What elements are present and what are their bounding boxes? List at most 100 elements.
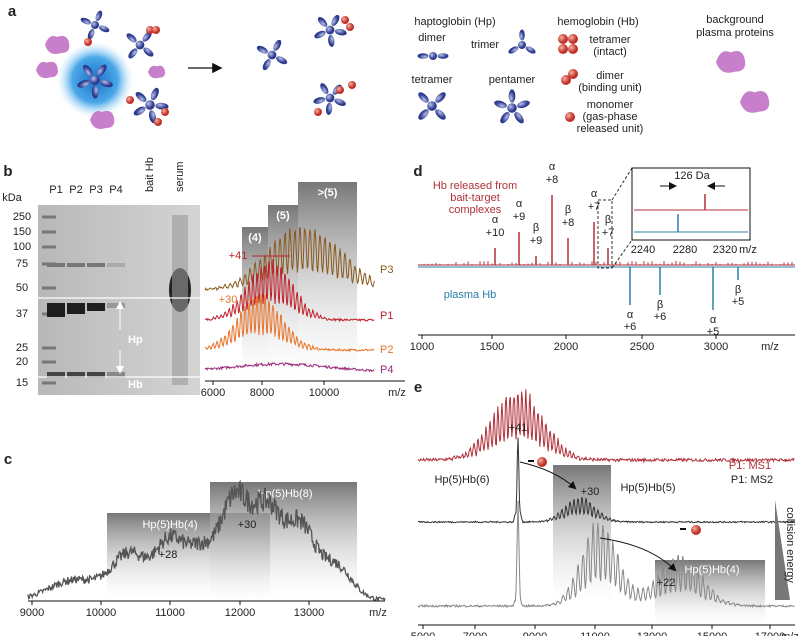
label: β bbox=[735, 284, 741, 296]
label: haptoglobin (Hp) bbox=[414, 16, 495, 28]
label: pentamer bbox=[489, 74, 536, 86]
ladder-band bbox=[42, 245, 56, 249]
zoom-line bbox=[611, 167, 633, 201]
hp-band bbox=[107, 303, 125, 308]
hb-subunit bbox=[346, 23, 354, 31]
label: (gas-phase bbox=[582, 111, 637, 123]
x-tick-label: 15000 bbox=[697, 631, 728, 636]
trace-label: P4 bbox=[380, 364, 393, 376]
x-tick-label: 9000 bbox=[523, 631, 547, 636]
lane-label: P4 bbox=[109, 184, 122, 196]
trace-label: P3 bbox=[380, 264, 393, 276]
hp-arm bbox=[517, 100, 530, 109]
hp-arm bbox=[83, 64, 93, 77]
label: β bbox=[533, 222, 539, 234]
hp-band bbox=[67, 303, 85, 314]
x-axis-label: m/z bbox=[781, 631, 798, 636]
hb-subunit bbox=[126, 96, 134, 104]
label: trimer bbox=[471, 39, 499, 51]
hp-arm bbox=[320, 83, 329, 94]
hp-band bbox=[47, 303, 65, 317]
label: released unit) bbox=[577, 123, 644, 135]
label: P1: MS1 bbox=[729, 460, 771, 472]
zoom-box bbox=[597, 199, 613, 269]
hb-subunit bbox=[146, 26, 154, 34]
label: α bbox=[549, 161, 556, 173]
hp-arm bbox=[148, 110, 157, 124]
x-tick-label: 2000 bbox=[554, 341, 578, 353]
lane-label: bait Hb bbox=[144, 157, 156, 192]
hp-arm bbox=[494, 100, 507, 109]
hb-subunit bbox=[341, 16, 349, 24]
label: +8 bbox=[562, 217, 575, 229]
lane-label: P3 bbox=[89, 184, 102, 196]
x-tick-label: 13000 bbox=[637, 631, 668, 636]
label: plasma proteins bbox=[696, 27, 774, 39]
hb-subunit bbox=[154, 118, 162, 126]
x-tick-label: 8000 bbox=[250, 387, 274, 399]
x-tick-label: 2280 bbox=[673, 244, 697, 256]
hp-band bbox=[87, 303, 105, 311]
label: Hp(5)Hb(4) bbox=[684, 564, 739, 576]
label: complexes bbox=[449, 204, 502, 216]
ladder-band bbox=[42, 286, 56, 290]
zoom-line bbox=[611, 239, 633, 269]
hp-arm bbox=[128, 48, 138, 59]
label: β bbox=[657, 299, 663, 311]
transition-arrow bbox=[599, 537, 677, 572]
hp-arm bbox=[418, 92, 429, 103]
label: +10 bbox=[486, 227, 505, 239]
hp-arm bbox=[273, 39, 282, 51]
ladder-band bbox=[42, 381, 56, 385]
hp-arm bbox=[313, 97, 326, 104]
label: α bbox=[516, 198, 523, 210]
marker-label: 15 bbox=[16, 377, 28, 389]
hb-subunit bbox=[84, 38, 92, 46]
label: +6 bbox=[654, 311, 667, 323]
x-tick-label: 2240 bbox=[631, 244, 655, 256]
hp-core bbox=[325, 25, 335, 35]
hp-arm bbox=[417, 53, 429, 59]
label: +5 bbox=[707, 326, 720, 338]
panel-label: b bbox=[3, 163, 12, 180]
label: dimer bbox=[596, 70, 624, 82]
species-box bbox=[553, 465, 611, 605]
label: kDa bbox=[2, 192, 22, 204]
minus bbox=[680, 528, 686, 530]
ladder-band bbox=[42, 230, 56, 234]
x-tick-label: 2500 bbox=[630, 341, 654, 353]
label: +30 bbox=[238, 519, 257, 531]
hb-band bbox=[67, 372, 85, 378]
label: (intact) bbox=[593, 46, 627, 58]
hb-band bbox=[107, 372, 125, 378]
label: Hp(5)Hb(5) bbox=[620, 482, 675, 494]
hp-arm bbox=[99, 25, 110, 33]
hb-subunit bbox=[568, 34, 578, 44]
label: (4) bbox=[248, 232, 262, 244]
hp-arm bbox=[317, 16, 328, 27]
hp-arm bbox=[87, 29, 95, 40]
plasma-protein bbox=[45, 35, 70, 54]
hb-subunit bbox=[691, 525, 701, 535]
hb-subunit bbox=[568, 44, 578, 54]
hp-arm bbox=[500, 112, 510, 124]
label: dimer bbox=[418, 32, 446, 44]
hp-arm bbox=[95, 10, 103, 21]
x-tick-label: 10000 bbox=[86, 607, 117, 619]
x-tick-label: 9000 bbox=[20, 607, 44, 619]
panel-label: e bbox=[414, 379, 422, 396]
x-tick-label: 5000 bbox=[411, 631, 435, 636]
plasma-protein bbox=[36, 61, 58, 79]
hb-subunit bbox=[568, 69, 578, 79]
hb-subunit bbox=[348, 81, 356, 89]
hb-band bbox=[107, 263, 125, 267]
x-tick-label: 12000 bbox=[225, 607, 256, 619]
label: +9 bbox=[530, 235, 543, 247]
panel-label: d bbox=[413, 163, 422, 180]
marker-label: 100 bbox=[13, 241, 31, 253]
label: m/z bbox=[739, 244, 757, 256]
hp-arm bbox=[435, 92, 446, 103]
spectrum-trace bbox=[417, 437, 795, 524]
marker-label: 37 bbox=[16, 308, 28, 320]
